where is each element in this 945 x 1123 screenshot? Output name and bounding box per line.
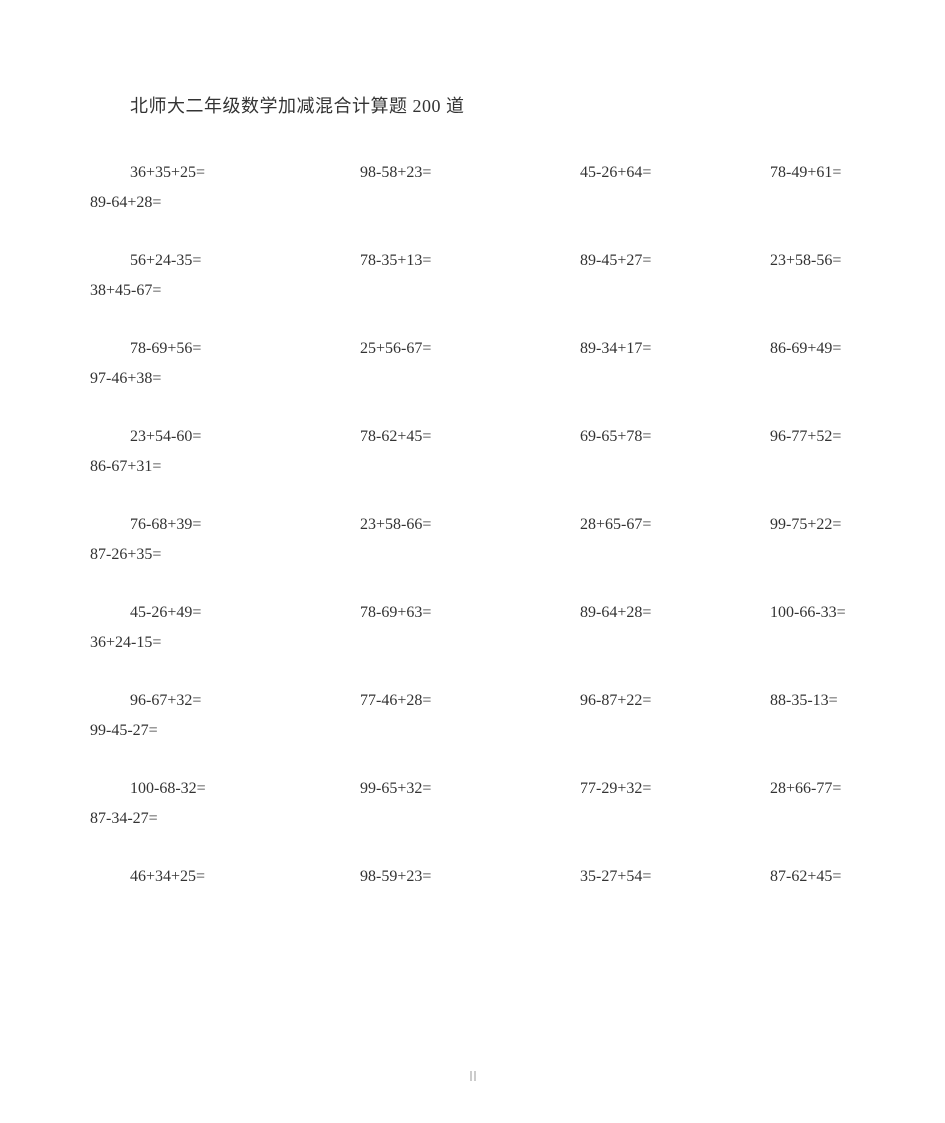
problem: 77-46+28= <box>360 692 580 710</box>
problem: 23+54-60= <box>130 428 360 446</box>
problem: 69-65+78= <box>580 428 770 446</box>
problem: 35-27+54= <box>580 868 770 886</box>
problem: 96-77+52= <box>770 428 841 446</box>
problem: 78-62+45= <box>360 428 580 446</box>
problem: 23+58-56= <box>770 252 841 270</box>
problem: 89-64+28= <box>90 194 855 212</box>
problem: 86-67+31= <box>90 458 855 476</box>
page-footer-mark <box>470 1071 475 1081</box>
problem-block: 76-68+39= 23+58-66= 28+65-67= 99-75+22= … <box>90 516 855 564</box>
problem: 89-45+27= <box>580 252 770 270</box>
problem-block: 23+54-60= 78-62+45= 69-65+78= 96-77+52= … <box>90 428 855 476</box>
problem: 100-68-32= <box>130 780 360 798</box>
problem: 23+58-66= <box>360 516 580 534</box>
problem: 89-64+28= <box>580 604 770 622</box>
page: 北师大二年级数学加减混合计算题 200 道 36+35+25= 98-58+23… <box>0 0 945 886</box>
problem: 56+24-35= <box>130 252 360 270</box>
problem-block: 46+34+25= 98-59+23= 35-27+54= 87-62+45= <box>90 868 855 886</box>
problem: 28+65-67= <box>580 516 770 534</box>
problem: 87-34-27= <box>90 810 855 828</box>
problem: 98-58+23= <box>360 164 580 182</box>
problem-row: 45-26+49= 78-69+63= 89-64+28= 100-66-33= <box>90 604 855 622</box>
problem-block: 56+24-35= 78-35+13= 89-45+27= 23+58-56= … <box>90 252 855 300</box>
problem-row: 96-67+32= 77-46+28= 96-87+22= 88-35-13= <box>90 692 855 710</box>
problem: 36+35+25= <box>130 164 360 182</box>
problem-block: 36+35+25= 98-58+23= 45-26+64= 78-49+61= … <box>90 164 855 212</box>
problem-row: 36+35+25= 98-58+23= 45-26+64= 78-49+61= <box>90 164 855 182</box>
problem-block: 100-68-32= 99-65+32= 77-29+32= 28+66-77=… <box>90 780 855 828</box>
problem: 99-65+32= <box>360 780 580 798</box>
problem: 96-87+22= <box>580 692 770 710</box>
problem-block: 96-67+32= 77-46+28= 96-87+22= 88-35-13= … <box>90 692 855 740</box>
page-title: 北师大二年级数学加减混合计算题 200 道 <box>130 92 855 118</box>
problem-block: 45-26+49= 78-69+63= 89-64+28= 100-66-33=… <box>90 604 855 652</box>
problem: 97-46+38= <box>90 370 855 388</box>
problem-row: 23+54-60= 78-62+45= 69-65+78= 96-77+52= <box>90 428 855 446</box>
problem: 38+45-67= <box>90 282 855 300</box>
problem: 86-69+49= <box>770 340 841 358</box>
problem: 78-35+13= <box>360 252 580 270</box>
problem: 89-34+17= <box>580 340 770 358</box>
problem: 76-68+39= <box>130 516 360 534</box>
problem-row: 100-68-32= 99-65+32= 77-29+32= 28+66-77= <box>90 780 855 798</box>
problem: 99-75+22= <box>770 516 841 534</box>
problem: 100-66-33= <box>770 604 846 622</box>
problem-row: 46+34+25= 98-59+23= 35-27+54= 87-62+45= <box>90 868 855 886</box>
problem: 99-45-27= <box>90 722 855 740</box>
problem: 98-59+23= <box>360 868 580 886</box>
problem: 45-26+64= <box>580 164 770 182</box>
problem: 25+56-67= <box>360 340 580 358</box>
problem: 78-49+61= <box>770 164 841 182</box>
problem: 87-62+45= <box>770 868 841 886</box>
problem: 87-26+35= <box>90 546 855 564</box>
problem: 36+24-15= <box>90 634 855 652</box>
problem: 28+66-77= <box>770 780 841 798</box>
problem: 77-29+32= <box>580 780 770 798</box>
problem: 88-35-13= <box>770 692 838 710</box>
problem: 96-67+32= <box>130 692 360 710</box>
problem-row: 76-68+39= 23+58-66= 28+65-67= 99-75+22= <box>90 516 855 534</box>
problem: 46+34+25= <box>130 868 360 886</box>
problem: 45-26+49= <box>130 604 360 622</box>
problem-row: 56+24-35= 78-35+13= 89-45+27= 23+58-56= <box>90 252 855 270</box>
problem: 78-69+63= <box>360 604 580 622</box>
problem: 78-69+56= <box>130 340 360 358</box>
problem-block: 78-69+56= 25+56-67= 89-34+17= 86-69+49= … <box>90 340 855 388</box>
problem-row: 78-69+56= 25+56-67= 89-34+17= 86-69+49= <box>90 340 855 358</box>
